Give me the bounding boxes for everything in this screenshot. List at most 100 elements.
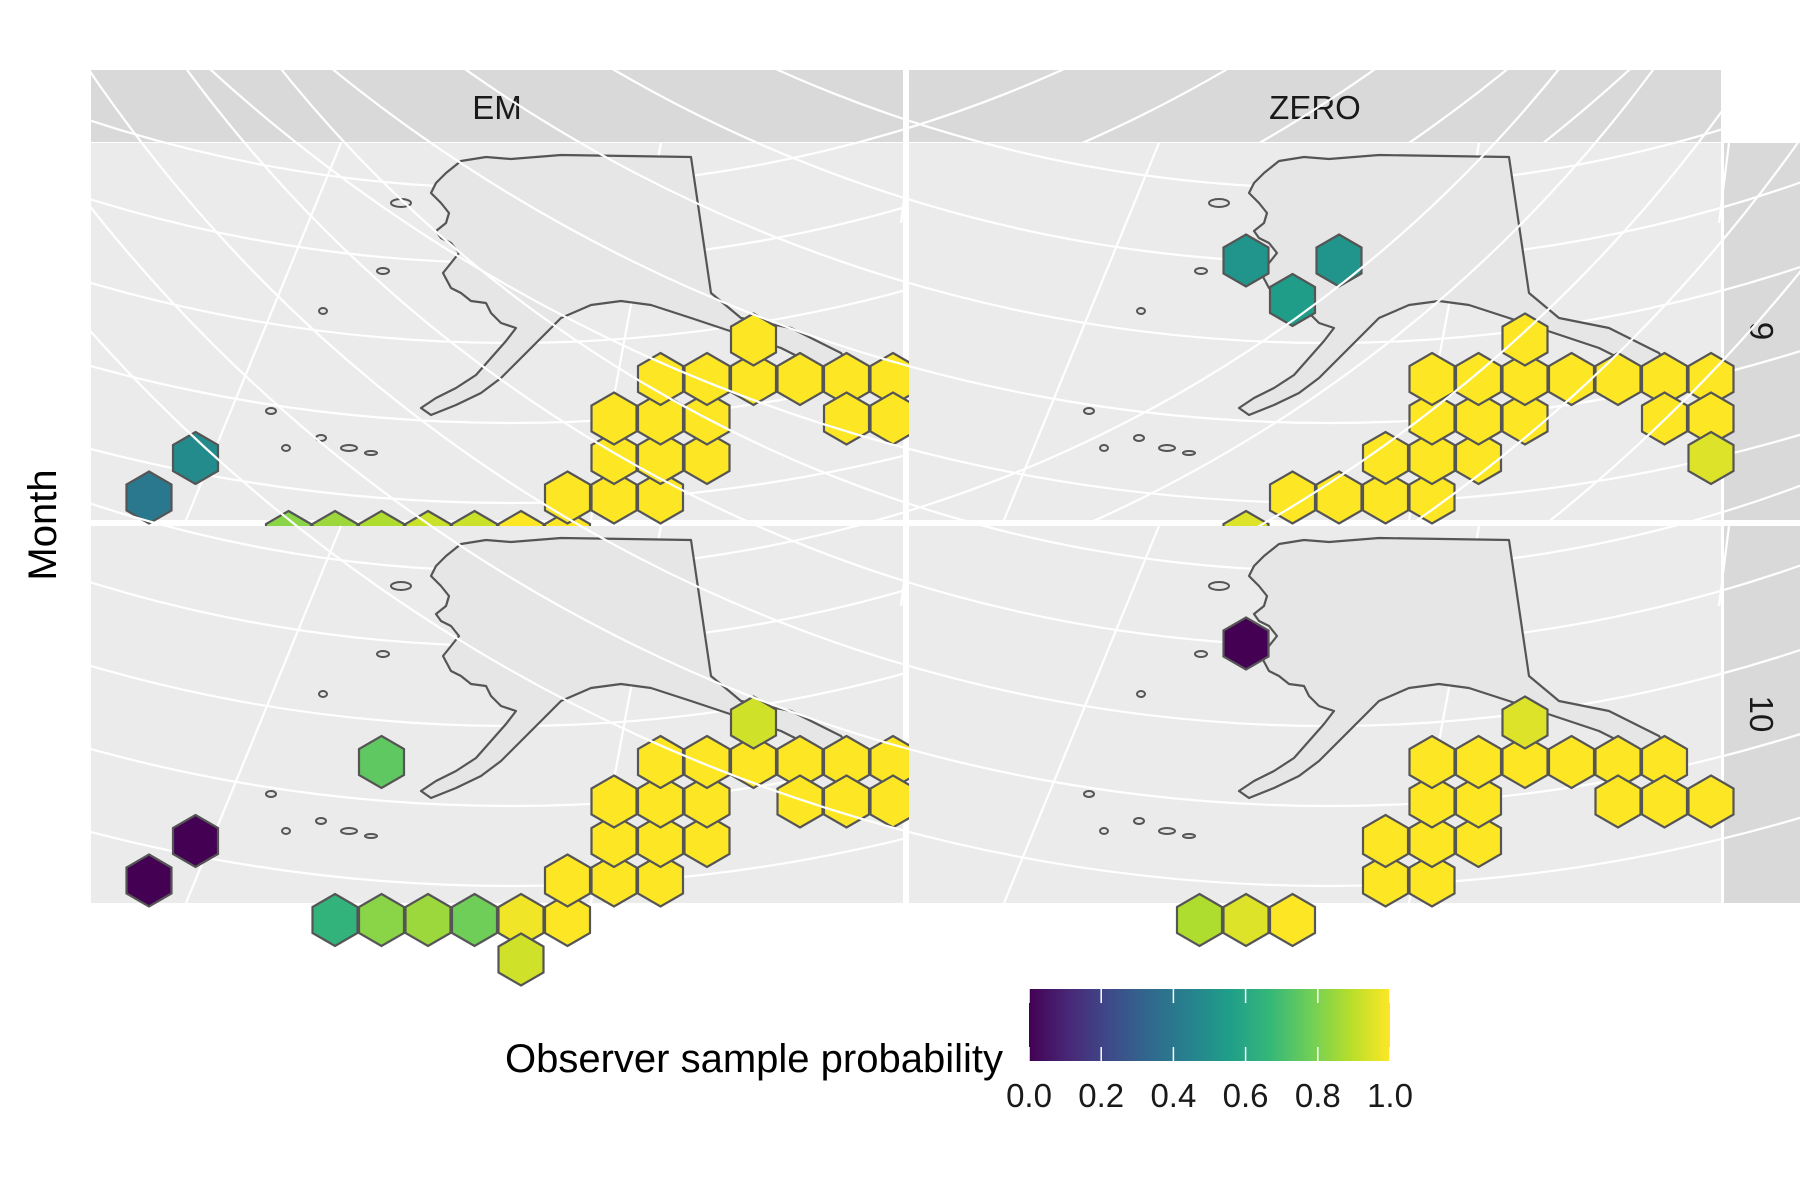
hex-cell (543, 892, 592, 948)
island (1208, 198, 1230, 208)
island (318, 690, 328, 698)
hex-cell (1408, 734, 1456, 790)
legend-colorbar (1029, 989, 1390, 1061)
hex-cell (1501, 351, 1549, 407)
hex-cell (1501, 312, 1549, 367)
hex-cell (125, 853, 173, 908)
hex-cell (1361, 470, 1410, 525)
legend-tick-label: 0.6 (1223, 1077, 1269, 1114)
island (1208, 581, 1230, 591)
island (1182, 833, 1196, 839)
hex-cell (1361, 813, 1410, 869)
hex-cell (171, 430, 220, 486)
hex-cell (1408, 430, 1456, 486)
hex-cell (1454, 734, 1503, 790)
facet-label-zero: ZERO (1269, 89, 1361, 126)
hex-cell (497, 932, 545, 987)
island (1099, 827, 1109, 835)
map-panel-zero-month-10 (0, 0, 1800, 948)
facet-strip-em (91, 70, 903, 142)
hex-cell (590, 470, 638, 525)
facet-strip-month-10 (1724, 526, 1800, 903)
graticule-parallel (0, 0, 1800, 886)
island (364, 833, 378, 839)
hex-cell (125, 470, 173, 525)
hex-cell (776, 774, 824, 829)
graticule-parallel (251, 0, 1800, 424)
island (1158, 444, 1176, 452)
island (1194, 267, 1208, 275)
hex-cell (729, 695, 778, 750)
hex-cell (1222, 233, 1270, 288)
island (1133, 434, 1145, 442)
hex-cell (1640, 774, 1689, 829)
island (1194, 650, 1208, 658)
hex-cell (1408, 813, 1456, 869)
hex-cell (1454, 430, 1503, 486)
hex-cell (590, 774, 638, 829)
hex-cell (1501, 391, 1549, 446)
hex-cell (636, 813, 685, 869)
hex-cell (729, 734, 778, 790)
hex-cell (636, 853, 685, 908)
island (1083, 407, 1095, 415)
island (376, 267, 390, 275)
hex-cell (1547, 351, 1596, 407)
island (1083, 790, 1095, 798)
legend-tick-label: 0.8 (1295, 1077, 1341, 1114)
legend-ticks: 0.0 0.2 0.4 0.6 0.8 1.0 (1006, 989, 1413, 1114)
hex-cell (1454, 774, 1503, 829)
hex-cell (1454, 351, 1503, 407)
graticule-meridian (1717, 525, 1731, 607)
hex-cell (822, 391, 871, 446)
graticule-parallel (0, 0, 1800, 886)
hex-cell (1361, 430, 1410, 486)
alaska-coastline (1237, 153, 1671, 417)
graticule-parallel (0, 0, 1800, 806)
hex-cell (729, 312, 778, 367)
hex-cell (683, 813, 731, 869)
graticule-parallel (0, 0, 1703, 504)
hex-cell (1222, 892, 1270, 948)
island (1133, 817, 1145, 825)
island (1136, 307, 1146, 315)
hex-cell (1594, 351, 1642, 407)
hex-cell (636, 430, 685, 486)
hex-cell (590, 813, 638, 869)
hex-cell (729, 351, 778, 407)
facet-strip-zero (909, 70, 1721, 142)
island (318, 307, 328, 315)
hex-cell (1222, 616, 1270, 671)
hex-cell (1454, 391, 1503, 446)
hex-cell (171, 813, 220, 869)
color-legend: Observer sample probability 0.0 0.2 0.4 0.6… (505, 989, 1413, 1114)
island (1182, 450, 1196, 456)
hex-cell (1687, 774, 1735, 829)
island (281, 444, 291, 452)
hex-cell (1408, 470, 1456, 525)
hex-cell (543, 853, 592, 908)
map-panel-em-month-10 (0, 0, 1800, 987)
graticule-meridian (1717, 142, 1731, 224)
graticule-parallel (0, 0, 1589, 424)
graticule-meridian (1002, 525, 1161, 904)
island (265, 407, 277, 415)
facet-strip-month-9 (1724, 143, 1800, 520)
hex-cell (1361, 853, 1410, 908)
hex-cell (357, 734, 406, 790)
hex-cell (1268, 892, 1317, 948)
hex-cell (1408, 351, 1456, 407)
hex-cell (1408, 853, 1456, 908)
facet-label-month-9: 9 (1743, 322, 1780, 340)
hex-cell (357, 892, 406, 948)
hex-cell (404, 892, 452, 948)
hex-cell (1175, 892, 1224, 948)
island (1158, 827, 1176, 835)
alaska-coastline (1237, 536, 1671, 800)
hex-cell (590, 391, 638, 446)
hex-cell (1687, 430, 1735, 486)
hex-cell (636, 351, 685, 407)
island (281, 827, 291, 835)
legend-tick-label: 0.4 (1150, 1077, 1196, 1114)
island (340, 444, 358, 452)
